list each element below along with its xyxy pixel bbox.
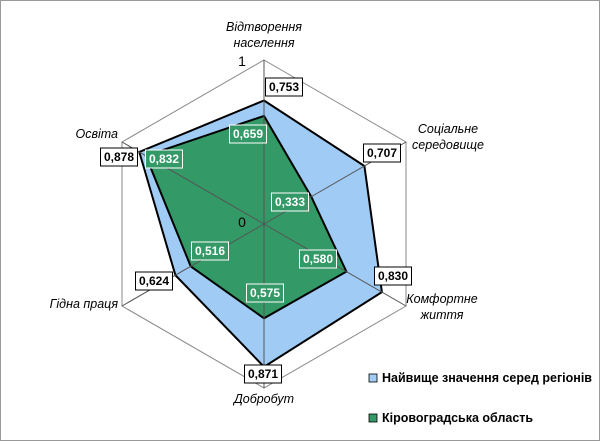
tick-label-max: 1 xyxy=(238,53,246,69)
data-label-box-region xyxy=(229,124,267,144)
data-label-box-max xyxy=(135,271,173,291)
category-label: Комфортне життя xyxy=(406,292,478,322)
data-label-box-max xyxy=(374,266,412,286)
category-label: Освіта xyxy=(76,127,119,141)
data-label-region: 0,575 xyxy=(250,286,280,300)
data-label-max: 0,878 xyxy=(104,150,134,164)
data-label-max: 0,871 xyxy=(248,367,278,381)
data-label-max: 0,707 xyxy=(367,146,397,160)
legend-entry-region: Кіровоградська область xyxy=(382,411,533,425)
data-label-region: 0,659 xyxy=(233,127,263,141)
data-label-box-region xyxy=(145,149,183,169)
data-label-max: 0,624 xyxy=(139,274,169,288)
data-label-box-max xyxy=(100,147,138,167)
category-label: Добробут xyxy=(232,392,294,406)
data-label-box-max xyxy=(363,143,401,163)
data-label-region: 0,516 xyxy=(195,244,225,258)
data-label-region: 0,580 xyxy=(303,252,333,266)
category-label: Гідна праця xyxy=(50,297,119,311)
data-label-box-max xyxy=(244,364,282,384)
legend-entry-max: Найвище значення серед регіонів xyxy=(382,371,592,385)
data-label-box-region xyxy=(191,241,229,261)
legend-swatch-region xyxy=(368,413,378,423)
data-label-region: 0,333 xyxy=(275,195,305,209)
legend-swatch-max xyxy=(368,373,378,383)
category-label: Відтворення населення xyxy=(226,20,302,50)
radar-spoke xyxy=(121,223,265,307)
data-label-max: 0,753 xyxy=(269,80,299,94)
data-label-box-max xyxy=(265,77,303,97)
data-label-region: 0,832 xyxy=(149,152,179,166)
data-label-box-region xyxy=(299,249,337,269)
data-label-box-region xyxy=(271,192,309,212)
category-label: Соціальне середовище xyxy=(412,122,484,152)
tick-label-min: 0 xyxy=(238,214,246,230)
data-label-max: 0,830 xyxy=(378,269,408,283)
data-label-box-region xyxy=(246,283,284,303)
